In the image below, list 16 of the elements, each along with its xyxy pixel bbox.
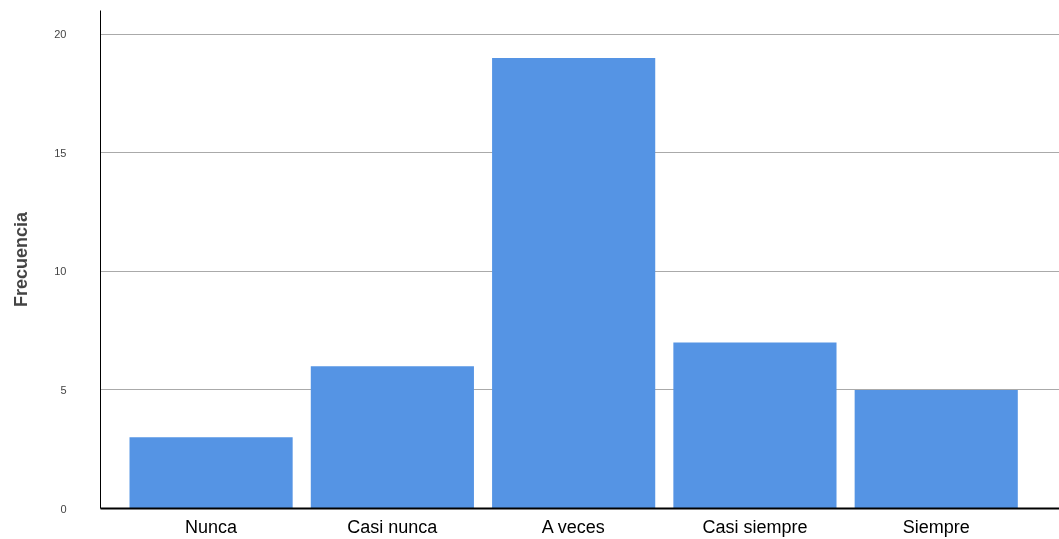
bar [854, 389, 1018, 509]
y-tick-label: 15 [54, 146, 67, 159]
x-tick-label: Casi nunca [347, 516, 439, 537]
y-axis-title: Frecuencia [11, 210, 32, 308]
y-tick-label: 0 [60, 502, 67, 515]
x-tick-label: A veces [541, 516, 605, 537]
y-tick-label: 5 [60, 383, 67, 396]
bar [129, 437, 293, 509]
bar [310, 366, 474, 509]
bar [492, 57, 656, 509]
x-tick-label: Nunca [185, 516, 239, 537]
x-tick-label: Casi siempre [702, 516, 808, 537]
y-tick-label: 20 [54, 28, 67, 41]
x-tick-label: Siempre [902, 516, 970, 537]
bar [673, 342, 837, 509]
y-tick-label: 10 [54, 265, 67, 278]
